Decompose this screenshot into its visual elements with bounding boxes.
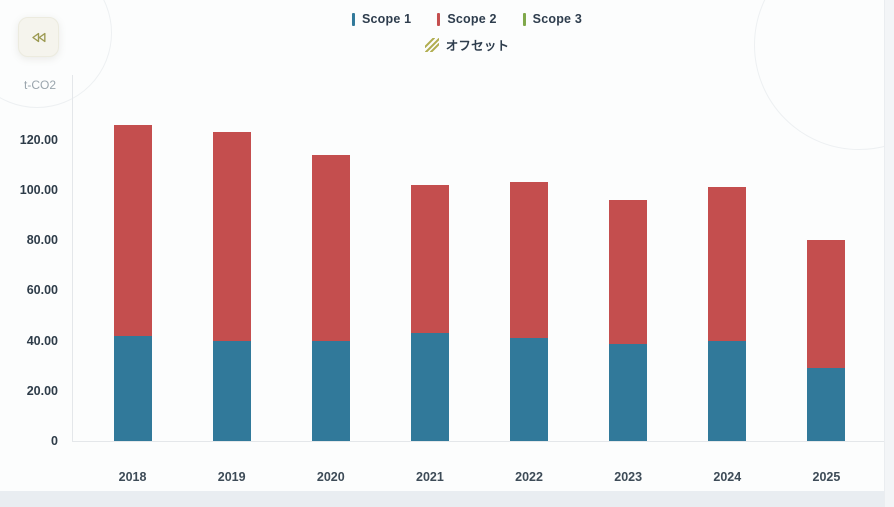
chart-legend: Scope 1 Scope 2 Scope 3 オフセット [351,12,583,54]
bar-stack-2018[interactable] [113,124,152,441]
y-tick-label-100.00: 100.00 [19,183,58,197]
bar-segment-2025-scope-1[interactable] [807,368,846,441]
legend-bar-marker [351,12,355,26]
legend-bar-marker [522,12,526,26]
bar-stack-2024[interactable] [708,187,747,441]
page-bottom-band [0,491,894,507]
x-axis-label-2025: 2025 [812,470,841,484]
bar-segment-2021-scope-1[interactable] [410,333,449,441]
bar-segment-2022-scope-1[interactable] [510,338,549,441]
bar-stack-2023[interactable] [609,200,648,441]
bar-segment-2020-scope-2[interactable] [311,154,350,341]
y-tick-label-120.00: 120.00 [19,132,58,147]
y-tick-label-60.00: 60.00 [26,283,58,298]
legend-item-scope-3[interactable]: Scope 3 [522,12,583,26]
legend-bar-marker [437,12,441,26]
bar-segment-2023-scope-1[interactable] [609,344,648,441]
y-axis-unit-label: t-CO2 [23,78,56,92]
x-axis-label-2022: 2022 [515,470,543,484]
bar-stack-2025[interactable] [807,240,846,441]
legend-label: オフセット [445,38,510,53]
page-right-gutter[interactable] [884,0,894,507]
bar-segment-2020-scope-1[interactable] [311,340,350,441]
decorative-circle [754,0,894,150]
bar-segment-2024-scope-1[interactable] [708,340,747,441]
x-axis-label-2021: 2021 [416,470,444,484]
rewind-icon [32,32,46,42]
bar-segment-2024-scope-2[interactable] [708,187,747,341]
legend-label: Scope 2 [447,12,497,26]
bar-segment-2021-scope-2[interactable] [410,184,449,334]
bar-segment-2018-scope-2[interactable] [113,124,152,336]
y-axis-line [72,75,73,441]
x-axis-label-2019: 2019 [217,470,246,484]
bar-segment-2019-scope-2[interactable] [212,132,251,341]
hatch-pattern-icon [424,37,439,52]
y-tick-label-0: 0 [51,434,58,448]
bar-segment-2019-scope-1[interactable] [212,340,251,441]
bar-stack-2022[interactable] [510,182,549,441]
legend-item-scope-1[interactable]: Scope 1 [351,12,412,26]
bar-segment-2022-scope-2[interactable] [510,182,549,339]
legend-label: Scope 1 [361,12,412,26]
x-axis-label-2018: 2018 [118,470,147,484]
bar-segment-2025-scope-2[interactable] [807,240,846,369]
bar-stack-2020[interactable] [311,154,350,441]
bar-segment-2018-scope-1[interactable] [113,335,152,441]
legend-item-offset[interactable]: オフセット [424,35,510,54]
y-tick-label-80.00: 80.00 [26,233,58,248]
y-tick-label-20.00: 20.00 [26,383,58,398]
y-tick-label-40.00: 40.00 [26,333,58,348]
legend-label: Scope 3 [532,12,583,26]
collapse-sidebar-button[interactable] [18,17,59,57]
x-axis-label-2020: 2020 [316,470,345,484]
bar-segment-2023-scope-2[interactable] [609,200,648,345]
bar-stack-2021[interactable] [410,184,449,441]
x-axis-line [72,441,887,442]
legend-item-scope-2[interactable]: Scope 2 [437,12,496,26]
x-axis-label-2023: 2023 [614,470,643,484]
x-axis-label-2024: 2024 [713,470,742,484]
bar-stack-2019[interactable] [212,132,251,441]
